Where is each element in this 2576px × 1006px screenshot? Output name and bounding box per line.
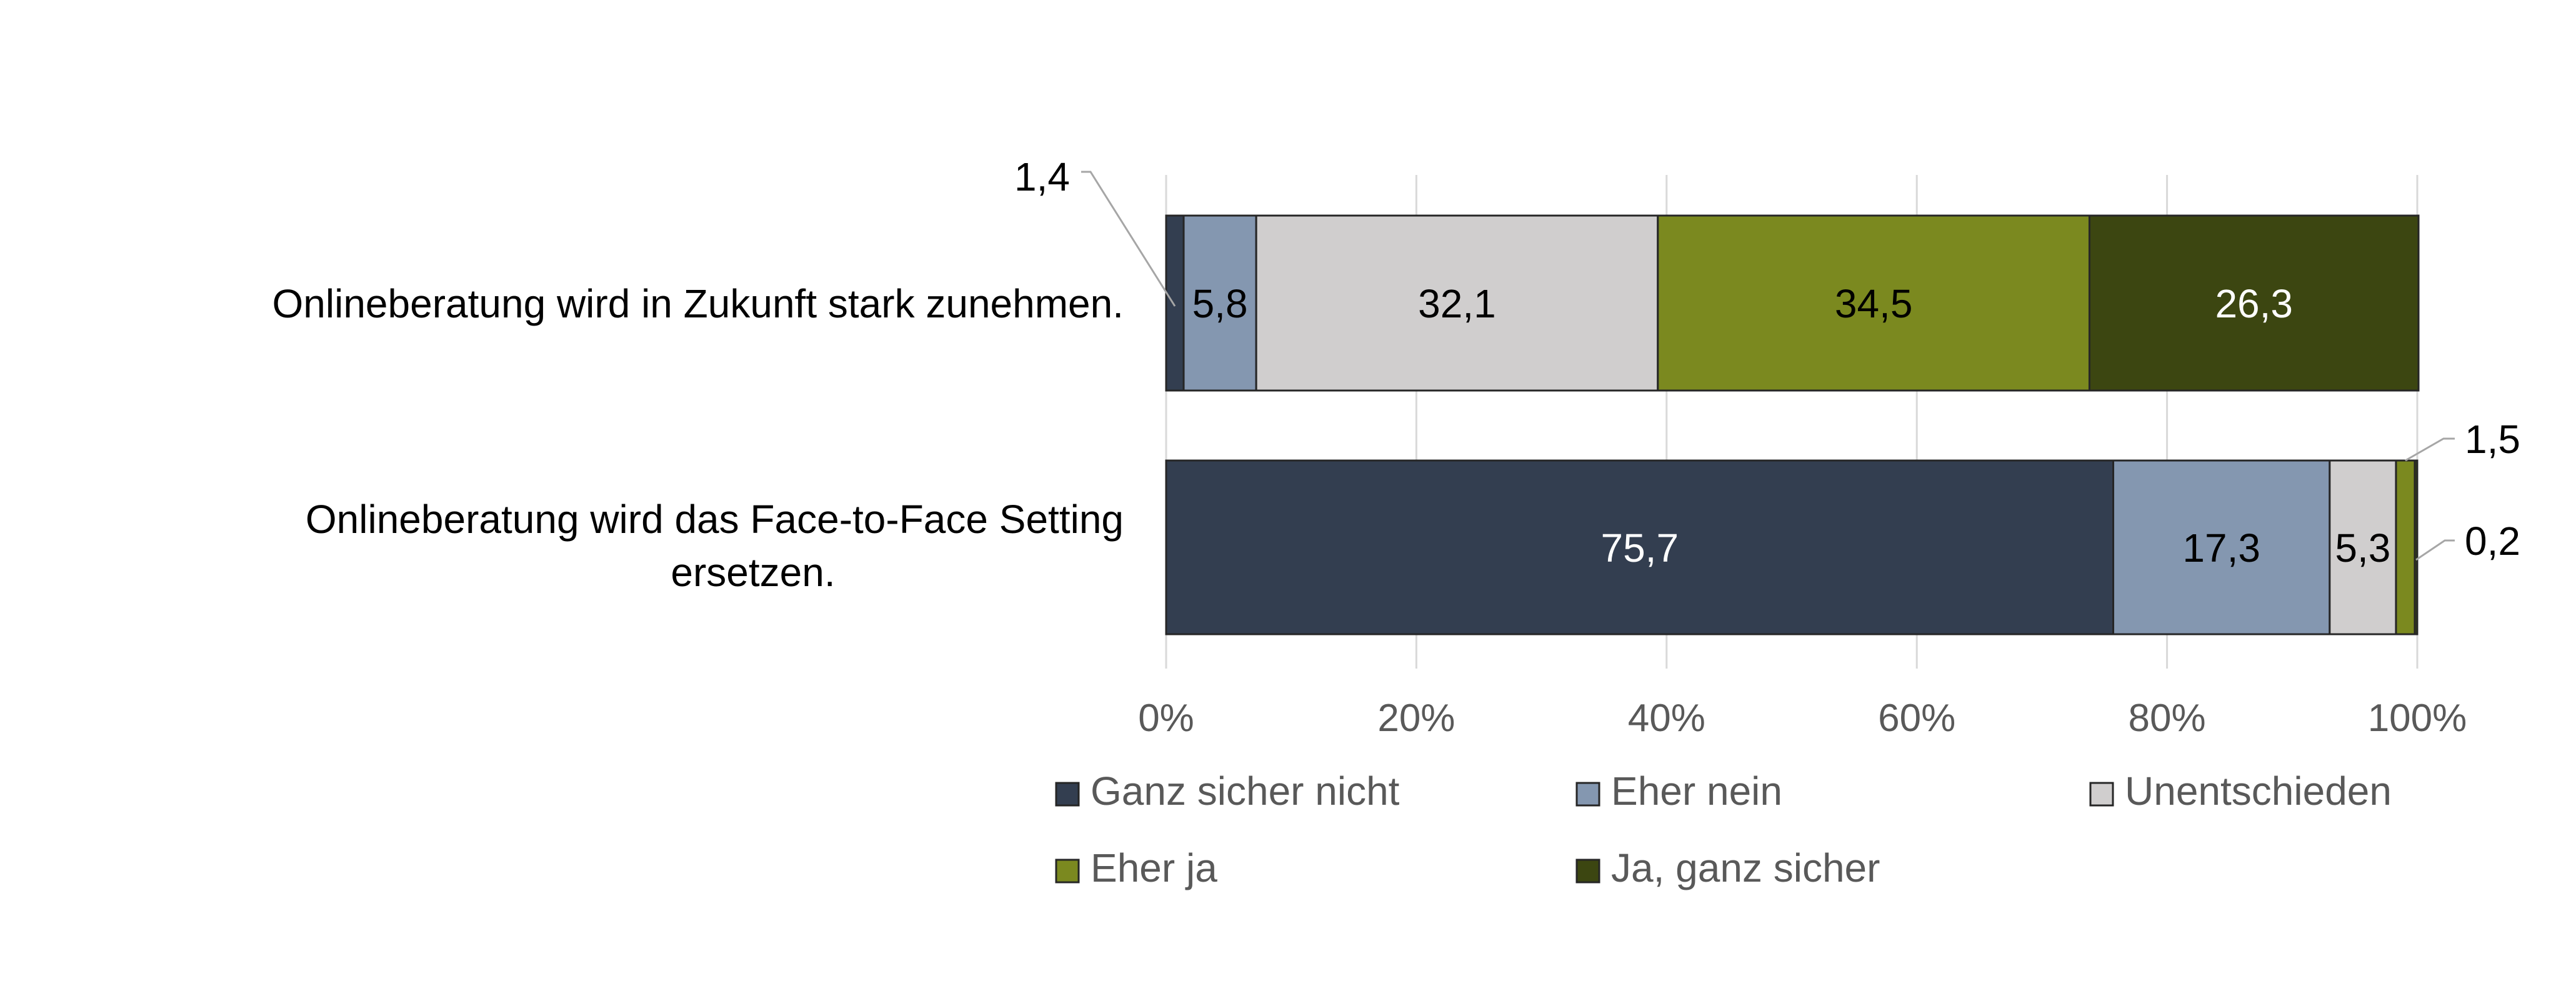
data-label: 32,1 bbox=[1418, 281, 1496, 326]
legend-swatch bbox=[1575, 782, 1600, 807]
bar-segment bbox=[2414, 459, 2419, 635]
leader-line bbox=[2415, 539, 2455, 561]
legend-label: Eher ja bbox=[1091, 845, 1217, 890]
bar-segment bbox=[1165, 214, 1185, 392]
legend-label: Eher nein bbox=[1611, 769, 1782, 814]
data-label: 0,2 bbox=[2465, 519, 2520, 564]
leader-line bbox=[1081, 171, 1176, 307]
bar-segment bbox=[1165, 459, 2115, 635]
data-label: 1,4 bbox=[1014, 154, 1070, 199]
data-label: 75,7 bbox=[1600, 525, 1679, 570]
bar-segment bbox=[1657, 214, 2090, 392]
data-label: 34,5 bbox=[1835, 281, 1913, 326]
category-label: Onlineberatung wird in Zukunft stark zun… bbox=[272, 281, 1124, 326]
x-tick-label: 40% bbox=[1628, 697, 1705, 740]
x-tick-label: 80% bbox=[2129, 697, 2206, 740]
data-label: 26,3 bbox=[2215, 281, 2293, 326]
category-label: ersetzen. bbox=[671, 550, 835, 595]
bar-segment bbox=[1182, 214, 1257, 392]
legend-label: Ja, ganz sicher bbox=[1611, 845, 1880, 890]
bar-segment bbox=[2112, 459, 2331, 635]
x-tick-label: 100% bbox=[2368, 697, 2467, 740]
data-label: 5,3 bbox=[2335, 525, 2390, 570]
legend-label: Ganz sicher nicht bbox=[1091, 769, 1400, 814]
category-label: Onlineberatung wird das Face-to-Face Set… bbox=[306, 497, 1124, 542]
leader-line bbox=[2405, 437, 2455, 462]
bar-segment bbox=[2395, 459, 2416, 635]
x-tick-label: 60% bbox=[1878, 697, 1955, 740]
bar-segment bbox=[2088, 214, 2420, 392]
x-tick-label: 0% bbox=[1138, 697, 1194, 740]
bar-segment bbox=[1255, 214, 1659, 392]
data-label: 5,8 bbox=[1192, 281, 1248, 326]
legend-swatch bbox=[1055, 859, 1080, 884]
data-label: 1,5 bbox=[2465, 417, 2520, 462]
legend-swatch bbox=[1575, 859, 1600, 884]
legend-swatch bbox=[1055, 782, 1080, 807]
data-label: 17,3 bbox=[2182, 525, 2260, 570]
legend-swatch bbox=[2089, 782, 2114, 807]
legend-label: Unentschieden bbox=[2125, 769, 2392, 814]
x-tick-label: 20% bbox=[1377, 697, 1455, 740]
